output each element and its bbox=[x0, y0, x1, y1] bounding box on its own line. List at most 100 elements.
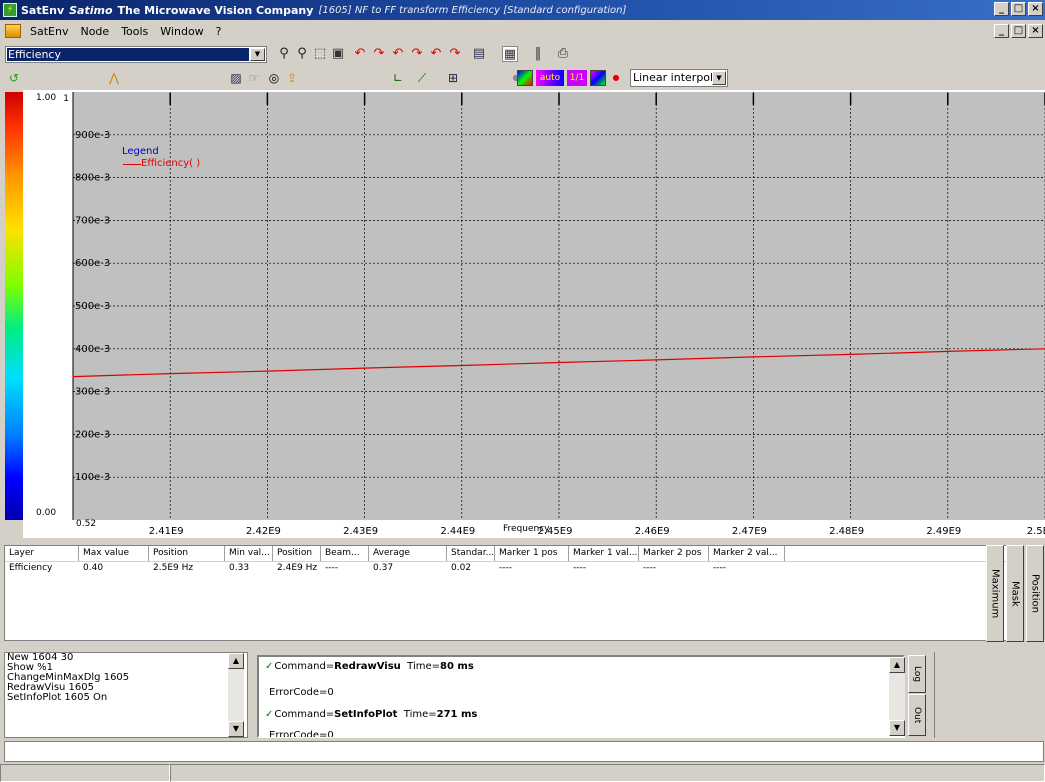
col-average[interactable]: Average bbox=[369, 546, 447, 561]
chevron-down-icon[interactable]: ▼ bbox=[250, 48, 265, 61]
color-palette-icon[interactable] bbox=[517, 70, 533, 86]
scroll-up-icon[interactable]: ▲ bbox=[228, 653, 244, 669]
print-icon[interactable]: ⎙ bbox=[557, 46, 569, 61]
col-max-value[interactable]: Max value bbox=[79, 546, 149, 561]
scroll-up-icon[interactable]: ▲ bbox=[889, 657, 905, 673]
log-scrollbar[interactable]: ▲ ▼ bbox=[889, 657, 905, 736]
log-prefix: Command= bbox=[274, 661, 335, 672]
col-marker2-pos[interactable]: Marker 2 pos bbox=[639, 546, 709, 561]
maximize-button[interactable]: □ bbox=[1011, 2, 1026, 16]
log-panel[interactable]: ✓Command=RedrawVisu Time=80 ms ErrorCode… bbox=[257, 655, 905, 738]
menu-window[interactable]: Window bbox=[160, 24, 204, 38]
pan-up-icon[interactable]: ↶ bbox=[392, 46, 404, 61]
scroll-down-icon[interactable]: ▼ bbox=[228, 721, 244, 737]
close-button[interactable]: × bbox=[1028, 2, 1043, 16]
col-beam[interactable]: Beam... bbox=[321, 546, 369, 561]
col-layer[interactable]: Layer bbox=[5, 546, 79, 561]
title-bar: ⚡ SatEnv Satimo The Microwave Vision Com… bbox=[0, 0, 1045, 20]
x-axis-start-label: 0.52 bbox=[76, 519, 97, 529]
pan-down-icon[interactable]: ↷ bbox=[411, 46, 423, 61]
tab-position[interactable]: Position bbox=[1026, 545, 1044, 642]
separator-icon: ‖ bbox=[534, 46, 542, 61]
tab-log-label: Log bbox=[912, 665, 922, 683]
grid-view-icon[interactable]: ⊞ bbox=[447, 71, 459, 85]
marker-dot-icon[interactable]: ● bbox=[612, 73, 620, 82]
rotate-left-icon[interactable]: ↶ bbox=[430, 46, 442, 61]
mdi-close-button[interactable]: × bbox=[1028, 24, 1043, 38]
status-pane bbox=[0, 764, 170, 782]
table-cell: Efficiency bbox=[9, 563, 53, 573]
mdi-document-icon[interactable] bbox=[5, 24, 21, 38]
title-detail: [1605] NF to FF transform Efficiency [St… bbox=[318, 4, 627, 16]
page-view-icon[interactable]: ▦ bbox=[502, 46, 518, 62]
list-item[interactable]: Show %1 bbox=[7, 662, 54, 673]
x-tick-label: 2.45E9 bbox=[538, 526, 573, 537]
scroll-down-icon[interactable]: ▼ bbox=[889, 720, 905, 736]
menu-help[interactable]: ? bbox=[215, 24, 222, 38]
history-scrollbar[interactable]: ▲ ▼ bbox=[228, 653, 244, 737]
y-tick-label: 300e-3 bbox=[75, 387, 110, 398]
col-min-value[interactable]: Min val... bbox=[225, 546, 273, 561]
list-item[interactable]: RedrawVisu 1605 bbox=[7, 682, 94, 693]
status-bar bbox=[0, 764, 1045, 782]
table-header: Layer Max value Position Min val... Posi… bbox=[5, 546, 1007, 562]
colormap-icon[interactable] bbox=[590, 70, 606, 86]
minimize-button[interactable]: _ bbox=[994, 2, 1009, 16]
pan-left-icon[interactable]: ↶ bbox=[354, 46, 366, 61]
layer-select[interactable]: Efficiency ▼ bbox=[5, 46, 267, 63]
col-marker1-pos[interactable]: Marker 1 pos bbox=[495, 546, 569, 561]
interpolation-select[interactable]: Linear interpolat ▼ bbox=[630, 69, 728, 87]
command-history-list[interactable]: New 1604 30 Show %1 ChangeMinMaxDlg 1605… bbox=[4, 652, 248, 738]
col-standard[interactable]: Standar... bbox=[447, 546, 495, 561]
zoom-in-icon[interactable]: ⚲ bbox=[279, 46, 289, 61]
menu-satenv[interactable]: SatEnv bbox=[30, 24, 69, 38]
rotate-right-icon[interactable]: ↷ bbox=[449, 46, 461, 61]
panel-divider bbox=[934, 652, 935, 738]
target-icon[interactable]: ◎ bbox=[268, 71, 280, 85]
list-item[interactable]: New 1604 30 bbox=[7, 652, 74, 663]
tab-log[interactable]: Log bbox=[908, 655, 926, 693]
zoom-fit-icon[interactable]: ▣ bbox=[331, 46, 345, 61]
chart-type-icon[interactable]: ▨ bbox=[230, 71, 242, 85]
zoom-box-icon[interactable]: ⬚ bbox=[313, 46, 327, 61]
zoom-out-icon[interactable]: ⚲ bbox=[297, 46, 307, 61]
menu-node[interactable]: Node bbox=[80, 24, 110, 38]
undo-icon[interactable]: ↺ bbox=[8, 71, 20, 85]
chevron-down-icon[interactable]: ▼ bbox=[712, 71, 726, 85]
col-min-position[interactable]: Position bbox=[273, 546, 321, 561]
data-point bbox=[558, 361, 560, 364]
col-max-position[interactable]: Position bbox=[149, 546, 225, 561]
table-cell: ---- bbox=[713, 563, 726, 573]
log-time: 271 ms bbox=[436, 709, 478, 720]
x-tick-label: 2.46E9 bbox=[635, 526, 670, 537]
mdi-minimize-button[interactable]: _ bbox=[994, 24, 1009, 38]
tab-maximum[interactable]: Maximum bbox=[986, 545, 1004, 642]
axis-linear-icon[interactable]: ∟ bbox=[392, 71, 404, 85]
pan-right-icon[interactable]: ↷ bbox=[373, 46, 385, 61]
tab-mask[interactable]: Mask bbox=[1006, 545, 1024, 642]
mdi-maximize-button[interactable]: □ bbox=[1011, 24, 1026, 38]
y-tick-label: 500e-3 bbox=[75, 301, 110, 312]
table-row[interactable]: Efficiency 0.40 2.5E9 Hz 0.33 2.4E9 Hz -… bbox=[5, 562, 1007, 576]
auto-scale-button[interactable]: auto bbox=[536, 70, 564, 86]
results-table[interactable]: Layer Max value Position Min val... Posi… bbox=[4, 545, 1008, 641]
peak-icon[interactable]: ⋀ bbox=[109, 71, 119, 85]
table-cell: ---- bbox=[573, 563, 586, 573]
tab-out[interactable]: Out bbox=[908, 694, 926, 736]
col-marker2-val[interactable]: Marker 2 val... bbox=[709, 546, 785, 561]
y-tick-label: 800e-3 bbox=[75, 173, 110, 184]
list-item[interactable]: ChangeMinMaxDlg 1605 bbox=[7, 672, 130, 683]
export-icon[interactable]: ⇪ bbox=[286, 71, 298, 85]
list-item[interactable]: SetInfoPlot 1605 On bbox=[7, 692, 108, 703]
col-marker1-val[interactable]: Marker 1 val... bbox=[569, 546, 639, 561]
table-cell: 0.40 bbox=[83, 563, 104, 573]
menu-tools[interactable]: Tools bbox=[121, 24, 149, 38]
axis-log-icon[interactable]: ⟋ bbox=[417, 71, 427, 85]
chart-settings-icon[interactable]: ▤ bbox=[472, 46, 486, 61]
command-input[interactable] bbox=[4, 741, 1044, 762]
pointer-icon[interactable]: ☞ bbox=[248, 71, 260, 85]
x-tick-label: 2.47E9 bbox=[732, 526, 767, 537]
ratio-button[interactable]: 1/1 bbox=[567, 70, 587, 86]
tab-maximum-label: Maximum bbox=[989, 568, 1001, 619]
check-icon: ✓ bbox=[265, 709, 274, 720]
